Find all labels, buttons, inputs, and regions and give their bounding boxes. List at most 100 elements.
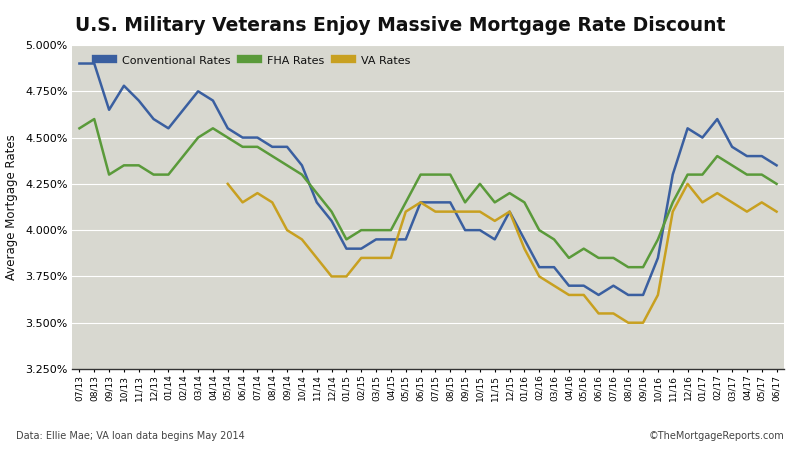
Line: FHA Rates: FHA Rates	[79, 119, 777, 267]
FHA Rates	[90, 117, 99, 122]
VA Rates	[653, 292, 662, 297]
FHA Rates	[505, 190, 514, 196]
FHA Rates	[164, 172, 174, 177]
FHA Rates	[119, 162, 129, 168]
Conventional Rates	[208, 98, 218, 103]
FHA Rates	[490, 200, 499, 205]
FHA Rates	[104, 172, 114, 177]
Y-axis label: Average Mortgage Rates: Average Mortgage Rates	[6, 134, 18, 280]
Conventional Rates	[104, 107, 114, 112]
FHA Rates	[134, 162, 143, 168]
Text: Data: Ellie Mae; VA loan data begins May 2014: Data: Ellie Mae; VA loan data begins May…	[16, 431, 245, 441]
VA Rates	[253, 190, 262, 196]
VA Rates	[682, 181, 692, 187]
Conventional Rates	[698, 135, 707, 140]
FHA Rates	[550, 237, 559, 242]
VA Rates	[238, 200, 247, 205]
Conventional Rates	[357, 246, 366, 252]
FHA Rates	[297, 172, 306, 177]
FHA Rates	[430, 172, 440, 177]
Conventional Rates	[90, 61, 99, 66]
Conventional Rates	[460, 227, 470, 233]
Conventional Rates	[757, 153, 766, 159]
Conventional Rates	[253, 135, 262, 140]
Conventional Rates	[534, 265, 544, 270]
Conventional Rates	[326, 218, 336, 224]
VA Rates	[282, 227, 292, 233]
Conventional Rates	[149, 117, 158, 122]
VA Rates	[505, 209, 514, 214]
VA Rates	[312, 255, 322, 261]
VA Rates	[342, 274, 351, 279]
Conventional Rates	[430, 200, 440, 205]
FHA Rates	[74, 126, 84, 131]
FHA Rates	[653, 237, 662, 242]
Text: U.S. Military Veterans Enjoy Massive Mortgage Rate Discount: U.S. Military Veterans Enjoy Massive Mor…	[75, 16, 725, 35]
Conventional Rates	[178, 107, 188, 112]
Conventional Rates	[74, 61, 84, 66]
VA Rates	[772, 209, 782, 214]
VA Rates	[698, 200, 707, 205]
Conventional Rates	[164, 126, 174, 131]
Conventional Rates	[312, 200, 322, 205]
FHA Rates	[682, 172, 692, 177]
Conventional Rates	[134, 98, 143, 103]
FHA Rates	[326, 209, 336, 214]
Conventional Rates	[505, 209, 514, 214]
VA Rates	[416, 200, 426, 205]
Conventional Rates	[282, 144, 292, 149]
FHA Rates	[475, 181, 485, 187]
FHA Rates	[623, 265, 633, 270]
FHA Rates	[564, 255, 574, 261]
FHA Rates	[223, 135, 233, 140]
FHA Rates	[534, 227, 544, 233]
Conventional Rates	[713, 117, 722, 122]
FHA Rates	[238, 144, 247, 149]
VA Rates	[326, 274, 336, 279]
FHA Rates	[638, 265, 648, 270]
FHA Rates	[713, 153, 722, 159]
VA Rates	[579, 292, 589, 297]
VA Rates	[742, 209, 752, 214]
FHA Rates	[208, 126, 218, 131]
Conventional Rates	[223, 126, 233, 131]
Conventional Rates	[594, 292, 603, 297]
VA Rates	[490, 218, 499, 224]
FHA Rates	[579, 246, 589, 252]
FHA Rates	[460, 200, 470, 205]
VA Rates	[638, 320, 648, 325]
Conventional Rates	[682, 126, 692, 131]
Conventional Rates	[550, 265, 559, 270]
VA Rates	[594, 311, 603, 316]
Conventional Rates	[490, 237, 499, 242]
VA Rates	[297, 237, 306, 242]
VA Rates	[713, 190, 722, 196]
FHA Rates	[609, 255, 618, 261]
Legend: Conventional Rates, FHA Rates, VA Rates: Conventional Rates, FHA Rates, VA Rates	[92, 50, 414, 70]
VA Rates	[757, 200, 766, 205]
Conventional Rates	[371, 237, 381, 242]
Conventional Rates	[579, 283, 589, 288]
FHA Rates	[742, 172, 752, 177]
VA Rates	[550, 283, 559, 288]
FHA Rates	[698, 172, 707, 177]
Conventional Rates	[119, 83, 129, 89]
FHA Rates	[401, 200, 410, 205]
Conventional Rates	[297, 162, 306, 168]
FHA Rates	[342, 237, 351, 242]
Conventional Rates	[638, 292, 648, 297]
Conventional Rates	[475, 227, 485, 233]
VA Rates	[446, 209, 455, 214]
VA Rates	[460, 209, 470, 214]
FHA Rates	[668, 200, 678, 205]
FHA Rates	[194, 135, 203, 140]
VA Rates	[371, 255, 381, 261]
Conventional Rates	[238, 135, 247, 140]
Line: Conventional Rates: Conventional Rates	[79, 63, 777, 295]
FHA Rates	[253, 144, 262, 149]
Conventional Rates	[623, 292, 633, 297]
VA Rates	[475, 209, 485, 214]
VA Rates	[609, 311, 618, 316]
FHA Rates	[312, 190, 322, 196]
VA Rates	[564, 292, 574, 297]
